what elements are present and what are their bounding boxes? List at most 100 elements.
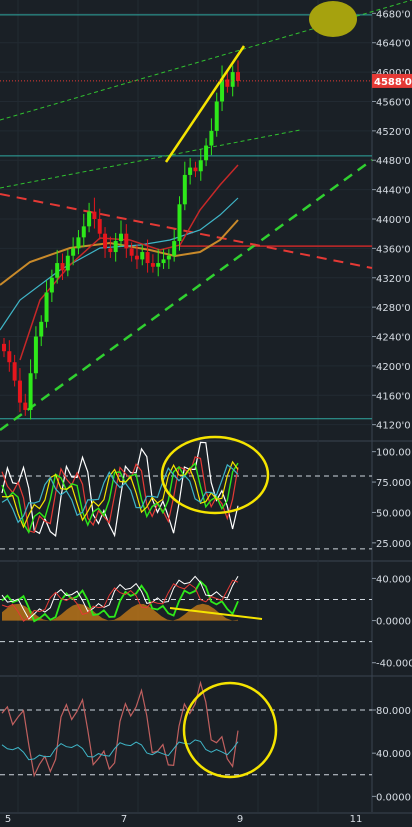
- price-tick-label: 4480'0: [376, 156, 411, 167]
- osc1-green-series: [1, 462, 239, 535]
- price-tick-label: 4640'0: [376, 39, 411, 50]
- candle-body: [33, 336, 38, 374]
- x-axis-tick-label: 9: [237, 814, 243, 825]
- osc1-highlight-circle: [160, 435, 270, 515]
- osc2-yellow-annotation: [169, 607, 263, 620]
- candle-body: [12, 362, 17, 381]
- candle-body: [124, 233, 129, 249]
- candle-body: [97, 219, 102, 234]
- osc3-cyan-series: [1, 739, 239, 761]
- candle-body: [140, 252, 145, 260]
- price-tick-label: 4320'0: [376, 274, 411, 285]
- mid-trendline: [0, 129, 301, 189]
- osc-tick-label: 25.000: [376, 539, 411, 550]
- candle-body: [39, 321, 44, 337]
- candle-body: [23, 402, 28, 410]
- candle-body: [55, 263, 60, 278]
- osc-tick-label: 80.000: [376, 706, 411, 717]
- price-tick-label: 4280'0: [376, 303, 411, 314]
- price-tick-label: 4120'0: [376, 421, 411, 432]
- candle-body: [134, 255, 139, 260]
- candle-body: [150, 263, 155, 267]
- candle-body: [129, 248, 134, 256]
- price-tick-label: 4400'0: [376, 215, 411, 226]
- moving-average-cyan: [0, 197, 239, 331]
- osc1-cyan-series: [1, 463, 239, 524]
- osc3-highlight-circle: [182, 681, 278, 779]
- osc-tick-label: 100.00: [376, 448, 411, 459]
- rising-support-trendline: [0, 158, 373, 432]
- candle-body: [44, 292, 49, 322]
- osc-tick-label: -40.000: [376, 659, 412, 670]
- candle-body: [7, 351, 12, 363]
- candle-body: [87, 211, 92, 227]
- osc1-red-series: [1, 456, 239, 534]
- target-ellipse: [309, 1, 357, 37]
- last-price-label: 4588'0: [374, 77, 412, 88]
- candle-body: [103, 233, 108, 249]
- candle-body: [108, 248, 113, 253]
- candle-body: [17, 380, 22, 403]
- price-tick-label: 4440'0: [376, 186, 411, 197]
- x-axis-tick-label: 5: [5, 814, 11, 825]
- last-price-tag: 4588'0: [372, 73, 412, 88]
- candle-body: [198, 160, 203, 172]
- candle-body: [113, 241, 118, 253]
- candle-body: [65, 255, 70, 271]
- osc1-yellow-series: [1, 460, 239, 529]
- osc2-red-series: [1, 579, 239, 622]
- candle-body: [209, 130, 214, 146]
- moving-average-slow: [0, 219, 239, 286]
- x-axis-tick-label: 11: [350, 814, 363, 825]
- candle-body: [161, 259, 166, 264]
- candle-body: [28, 373, 33, 410]
- candle-body: [81, 226, 86, 238]
- candle-body: [92, 211, 97, 219]
- osc2-white-series: [1, 575, 239, 620]
- candle-body: [71, 248, 76, 256]
- osc1-white-series: [1, 441, 239, 538]
- candle-body: [236, 72, 240, 81]
- osc-tick-label: 40.000: [376, 574, 411, 585]
- osc2-green-series: [1, 580, 239, 623]
- price-tick-label: 4360'0: [376, 244, 411, 255]
- osc2-histogram-area: [2, 603, 238, 621]
- candle-body: [172, 241, 177, 256]
- candle-body: [119, 233, 123, 242]
- candle-body: [230, 72, 235, 87]
- candle-body: [145, 252, 150, 264]
- price-tick-label: 4560'0: [376, 97, 411, 108]
- candle-body: [166, 255, 171, 260]
- osc3-red-series: [1, 680, 239, 778]
- price-tick-label: 4200'0: [376, 362, 411, 373]
- candle-body: [60, 263, 65, 271]
- osc-tick-label: 0.0000: [376, 617, 411, 628]
- candle-body: [182, 174, 187, 205]
- candle-body: [220, 79, 225, 102]
- osc-tick-label: 40.000: [376, 749, 411, 760]
- candle-body: [49, 277, 54, 293]
- osc-tick-label: 0.0000: [376, 792, 411, 803]
- candle-body: [225, 79, 230, 87]
- candle-body: [156, 263, 161, 267]
- candle-body: [214, 101, 219, 131]
- price-tick-label: 4160'0: [376, 391, 411, 402]
- candle-body: [188, 167, 193, 175]
- price-tick-label: 4520'0: [376, 127, 411, 138]
- moving-average-red: [19, 164, 239, 361]
- falling-resistance-trendline: [0, 193, 373, 269]
- price-tick-label: 4240'0: [376, 333, 411, 344]
- yellow-trend-annotation: [164, 45, 246, 163]
- price-tick-label: 4600'0: [376, 68, 411, 79]
- x-axis-tick-label: 7: [121, 814, 127, 825]
- osc-tick-label: 50.000: [376, 508, 411, 519]
- osc-tick-label: 75.000: [376, 478, 411, 489]
- candle-body: [193, 167, 198, 172]
- price-tick-label: 4680'0: [376, 9, 411, 20]
- candle-body: [2, 343, 6, 352]
- candle-body: [204, 145, 209, 161]
- last-price-tag-bg: [372, 73, 412, 88]
- candle-body: [177, 204, 182, 242]
